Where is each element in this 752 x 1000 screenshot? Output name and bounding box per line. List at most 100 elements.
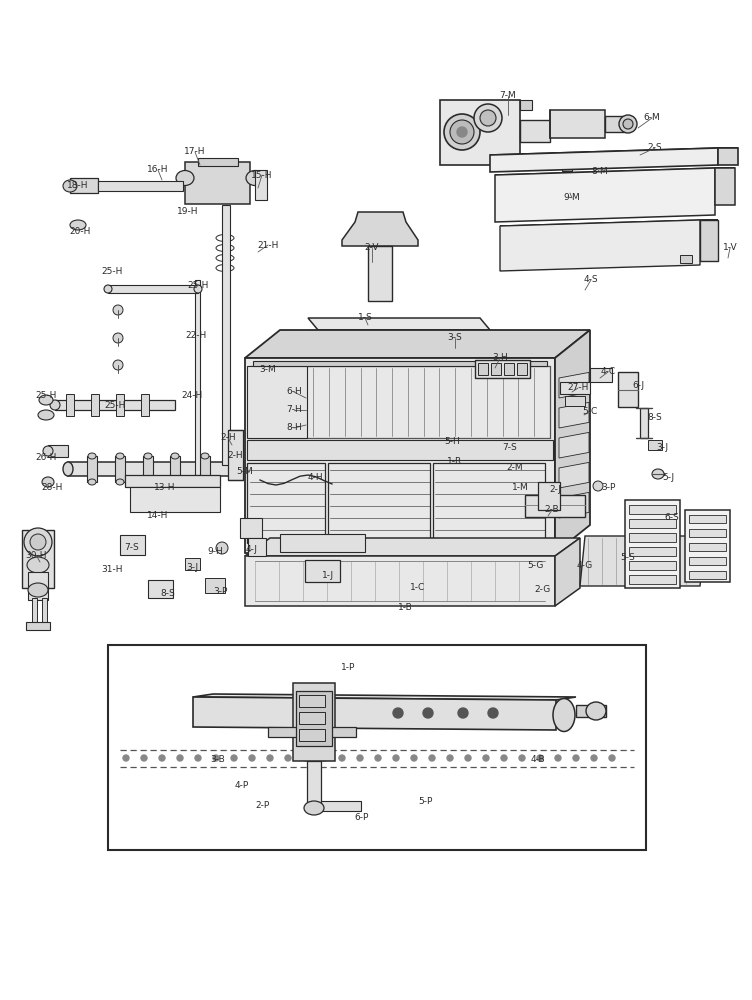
Polygon shape xyxy=(700,220,718,261)
Bar xyxy=(143,456,153,482)
Polygon shape xyxy=(715,168,735,205)
Text: 13-H: 13-H xyxy=(154,484,176,492)
Circle shape xyxy=(233,467,243,477)
Bar xyxy=(296,691,332,746)
Text: 1-M: 1-M xyxy=(511,484,529,492)
Bar xyxy=(293,683,335,761)
Polygon shape xyxy=(490,148,738,155)
Bar xyxy=(478,363,488,375)
Bar xyxy=(148,580,173,598)
Circle shape xyxy=(423,708,433,718)
Bar xyxy=(247,366,307,438)
Text: 5-J: 5-J xyxy=(662,474,674,483)
Bar xyxy=(689,529,726,537)
Polygon shape xyxy=(555,330,590,553)
Text: 25-H: 25-H xyxy=(102,267,123,276)
Circle shape xyxy=(195,755,201,761)
Bar xyxy=(70,178,98,193)
Ellipse shape xyxy=(586,702,606,720)
Bar xyxy=(689,543,726,551)
Bar xyxy=(305,560,340,582)
Ellipse shape xyxy=(304,801,324,815)
Bar xyxy=(255,170,267,200)
Circle shape xyxy=(267,755,273,761)
Bar xyxy=(565,396,585,406)
Ellipse shape xyxy=(233,462,243,476)
Bar xyxy=(125,475,220,487)
Text: 1-J: 1-J xyxy=(322,572,334,580)
Circle shape xyxy=(30,534,46,550)
Bar xyxy=(321,801,361,811)
Bar xyxy=(185,162,250,204)
Ellipse shape xyxy=(171,479,179,485)
Text: 4-P: 4-P xyxy=(235,782,249,790)
Ellipse shape xyxy=(201,453,209,459)
Text: 2-M: 2-M xyxy=(507,464,523,473)
Bar xyxy=(307,761,321,806)
Text: 14-H: 14-H xyxy=(147,510,168,520)
Circle shape xyxy=(465,755,471,761)
Circle shape xyxy=(393,755,399,761)
Ellipse shape xyxy=(28,583,48,597)
Text: 4-C: 4-C xyxy=(600,367,616,376)
Polygon shape xyxy=(500,220,718,226)
Text: 7-M: 7-M xyxy=(499,92,517,101)
Polygon shape xyxy=(193,694,576,700)
Bar xyxy=(689,557,726,565)
Text: 4-B: 4-B xyxy=(531,756,545,764)
Bar xyxy=(240,518,262,538)
Bar xyxy=(525,495,585,517)
Ellipse shape xyxy=(70,220,86,230)
Bar xyxy=(618,372,638,407)
Text: 2-B: 2-B xyxy=(544,506,559,514)
Text: 2-J: 2-J xyxy=(549,486,561,494)
Polygon shape xyxy=(555,538,580,606)
Text: 8-S: 8-S xyxy=(647,414,663,422)
Text: 7-S: 7-S xyxy=(125,544,139,552)
Ellipse shape xyxy=(63,180,77,192)
Ellipse shape xyxy=(42,477,54,487)
Bar xyxy=(520,100,532,110)
Polygon shape xyxy=(245,556,555,606)
Text: 6-J: 6-J xyxy=(632,380,644,389)
Bar xyxy=(22,530,54,588)
Circle shape xyxy=(457,127,467,137)
Circle shape xyxy=(321,755,327,761)
Bar xyxy=(629,505,676,514)
Ellipse shape xyxy=(39,395,53,405)
Polygon shape xyxy=(580,536,705,586)
Bar xyxy=(32,598,37,626)
Text: 6-M: 6-M xyxy=(644,113,660,122)
Text: 21-H: 21-H xyxy=(257,240,279,249)
Text: 3-P: 3-P xyxy=(213,587,227,596)
Ellipse shape xyxy=(144,453,152,459)
Ellipse shape xyxy=(201,479,209,485)
Polygon shape xyxy=(559,402,589,428)
Bar xyxy=(280,534,365,552)
Circle shape xyxy=(537,755,543,761)
Circle shape xyxy=(474,104,502,132)
Circle shape xyxy=(444,114,480,150)
Ellipse shape xyxy=(176,170,194,186)
Ellipse shape xyxy=(113,333,123,343)
Bar xyxy=(198,158,238,166)
Bar xyxy=(108,285,198,293)
Text: 19-H: 19-H xyxy=(177,208,199,217)
Text: 2-H: 2-H xyxy=(220,434,236,442)
Bar xyxy=(605,116,625,132)
Bar xyxy=(629,519,676,528)
Ellipse shape xyxy=(43,446,53,456)
Circle shape xyxy=(411,755,417,761)
Ellipse shape xyxy=(144,479,152,485)
Text: 20-H: 20-H xyxy=(69,228,91,236)
Circle shape xyxy=(593,481,603,491)
Circle shape xyxy=(216,542,228,554)
Ellipse shape xyxy=(553,698,575,732)
Bar xyxy=(268,727,356,737)
Text: 2-S: 2-S xyxy=(647,143,663,152)
Bar xyxy=(205,578,225,593)
Bar xyxy=(629,547,676,556)
Circle shape xyxy=(393,708,403,718)
Polygon shape xyxy=(495,168,715,222)
Text: 16-H: 16-H xyxy=(147,165,168,174)
